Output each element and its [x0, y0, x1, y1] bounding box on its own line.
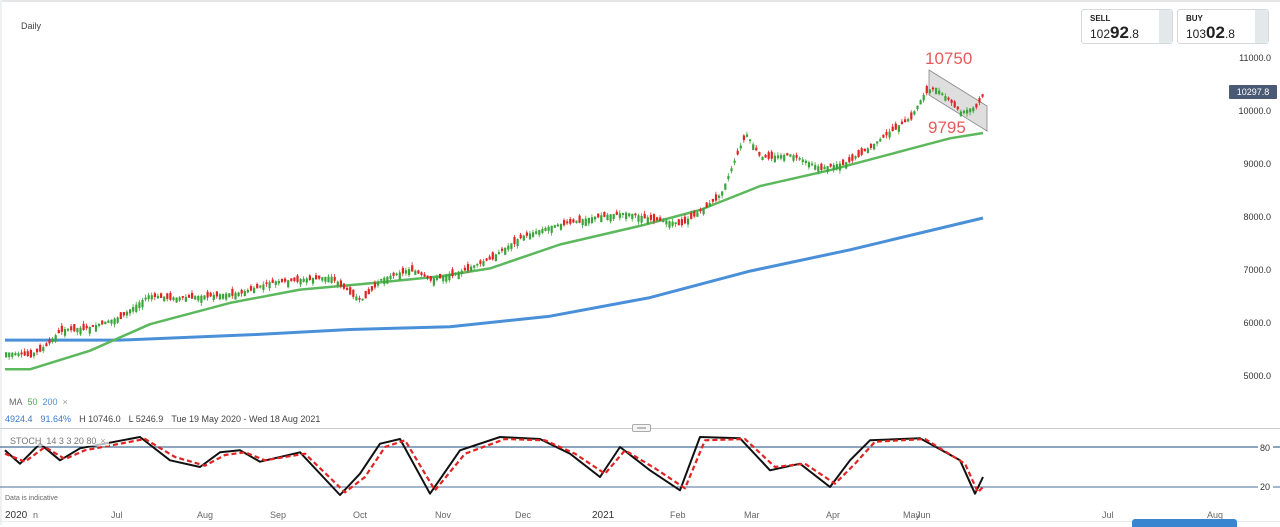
time-axis-label: Jul [111, 510, 123, 520]
stoch-level-20: 20 [1259, 482, 1270, 492]
time-axis-label: Nov [435, 510, 452, 520]
ma200-period[interactable]: 200 [42, 397, 58, 407]
data-indicative-note: Data is indicative [5, 495, 58, 502]
time-axis-label: Dec [515, 510, 532, 520]
low-value: L 5246.9 [128, 414, 164, 424]
ma-legend[interactable]: MA 50 200 × [9, 397, 68, 407]
range-stats: 4924.4 91.64% H 10746.0 L 5246.9 Tue 19 May … [5, 414, 328, 424]
date-range: Tue 19 May 2020 - Wed 18 Aug 2021 [171, 414, 321, 424]
buy-button-strip [1255, 10, 1268, 43]
timeframe-label: Daily [21, 21, 42, 31]
change-value: 4924.4 [5, 414, 33, 424]
time-axis-label: Aug [197, 510, 214, 520]
y-axis-label: 7000.0 [1243, 265, 1271, 275]
remove-ma-icon[interactable]: × [62, 397, 68, 407]
top-border [0, 0, 1280, 2]
time-axis-label: Jul [1102, 510, 1114, 520]
time-axis-label: Apr [826, 510, 841, 520]
left-border [0, 0, 2, 525]
y-axis-label: 8000.0 [1243, 212, 1271, 222]
time-axis-label: Mar [744, 510, 760, 520]
sell-button[interactable]: SELL 10292.8 [1081, 9, 1173, 44]
stoch-legend[interactable]: STOCH 14 3 3 20 80 × [10, 436, 109, 446]
time-axis-label: 2021 [592, 510, 615, 521]
current-price-tag: 10297.8 [1229, 85, 1277, 99]
change-percent: 91.64% [40, 414, 72, 424]
time-axis-label: n [33, 510, 39, 520]
time-axis-label: May [903, 510, 921, 520]
buy-button[interactable]: BUY 10302.8 [1177, 9, 1269, 44]
ma-label: MA [9, 397, 23, 407]
sell-button-strip [1159, 10, 1172, 43]
sell-label: SELL [1090, 14, 1111, 23]
time-axis-label: Aug [1207, 510, 1224, 520]
panel-resize-handle[interactable] [632, 424, 651, 432]
y-axis-label: 9000.0 [1243, 159, 1271, 169]
time-axis-label: Sep [270, 510, 287, 520]
stoch-params[interactable]: 14 3 3 20 80 [46, 436, 97, 446]
ma50-period[interactable]: 50 [27, 397, 38, 407]
buy-label: BUY [1186, 14, 1203, 23]
time-axis-label: Jun [916, 510, 931, 520]
high-value: H 10746.0 [79, 414, 121, 424]
y-axis-label: 5000.0 [1243, 371, 1271, 381]
sell-price: 10292.8 [1090, 23, 1139, 42]
stoch-level-80: 80 [1259, 443, 1270, 453]
remove-stoch-icon[interactable]: × [100, 436, 106, 446]
y-axis-label: 10000.0 [1238, 106, 1271, 116]
y-axis-label: 11000.0 [1239, 53, 1271, 63]
bottom-border [0, 521, 1280, 522]
time-axis-label: 2020 [5, 510, 28, 521]
y-axis-label: 6000.0 [1243, 318, 1271, 328]
bottom-action-button[interactable] [1132, 519, 1237, 527]
time-axis-label: Oct [353, 510, 368, 520]
annotation-low[interactable]: 9795 [928, 118, 966, 137]
time-axis-label: Feb [670, 510, 686, 520]
stoch-label: STOCH [10, 436, 42, 446]
buy-price: 10302.8 [1186, 23, 1235, 42]
annotation-high[interactable]: 10750 [925, 49, 973, 68]
